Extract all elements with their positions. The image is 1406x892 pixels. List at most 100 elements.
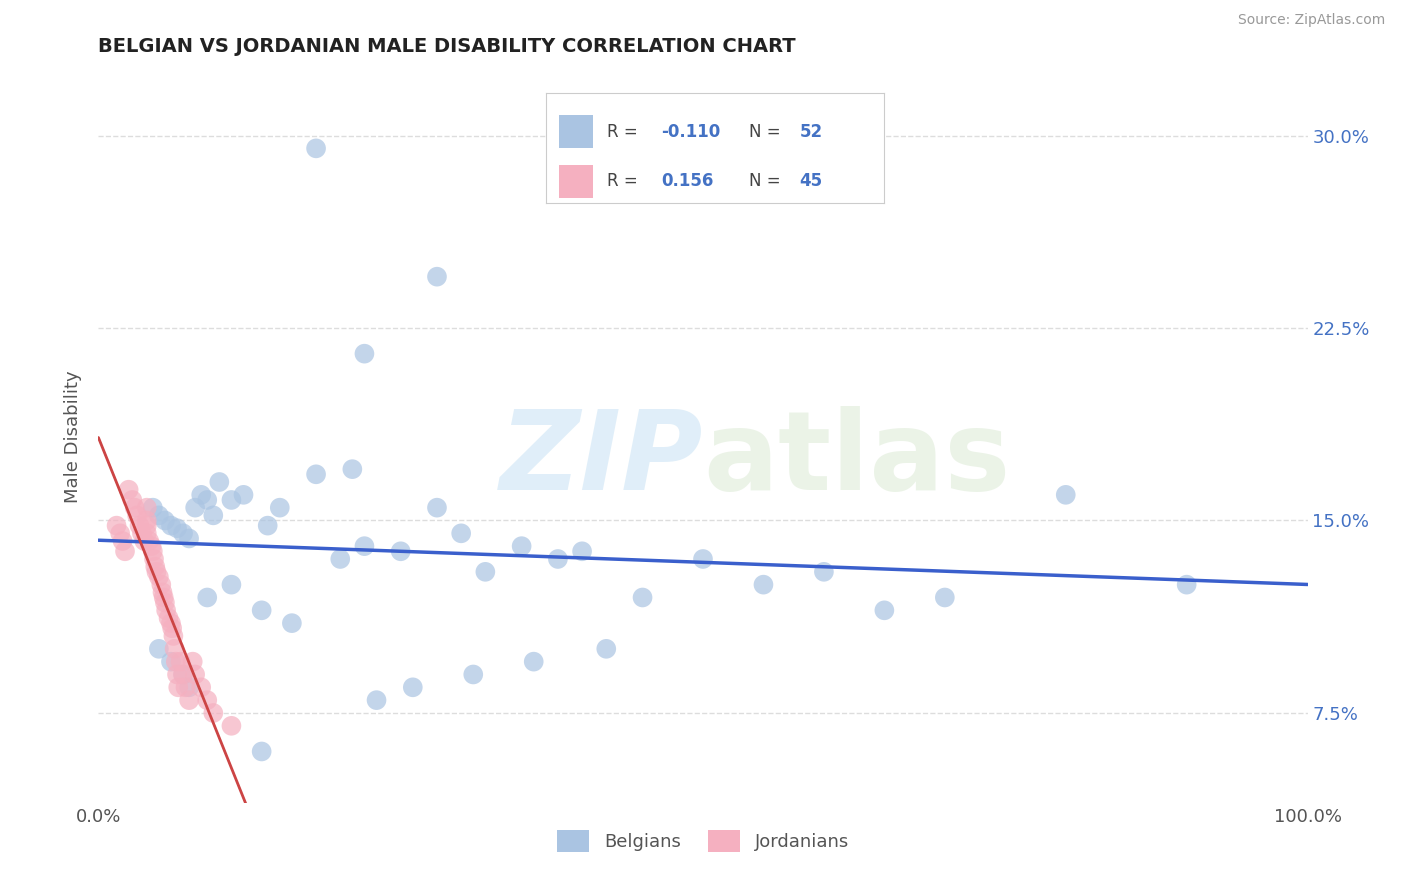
Point [160,518,183,533]
Point [155,603,177,617]
Point [163,641,186,656]
Text: BELGIAN VS JORDANIAN MALE DISABILITY CORRELATION CHART: BELGIAN VS JORDANIAN MALE DISABILITY COR… [98,37,796,56]
Point [305,467,328,482]
Point [179,693,201,707]
Point [353,539,375,553]
Text: Source: ZipAtlas.com: Source: ZipAtlas.com [1237,13,1385,28]
Point [250,603,273,617]
Point [934,591,956,605]
Point [174,681,197,695]
Point [692,552,714,566]
Point [134,534,156,549]
Point [142,500,165,515]
Point [208,475,231,489]
Point [402,681,425,695]
Point [124,500,146,515]
Point [162,629,184,643]
Point [202,706,225,720]
Point [631,591,654,605]
Point [221,577,243,591]
Text: ZIP: ZIP [499,406,703,513]
Legend: Belgians, Jordanians: Belgians, Jordanians [550,823,856,860]
Point [463,667,485,681]
Point [150,577,173,591]
Point [114,544,136,558]
Point [181,655,204,669]
Point [160,655,183,669]
Point [179,532,201,546]
Point [118,483,141,497]
Point [474,565,496,579]
Point [172,667,194,681]
Point [190,488,212,502]
Point [202,508,225,523]
Point [169,655,191,669]
Point [250,744,273,758]
Point [571,544,593,558]
Point [145,565,167,579]
Point [148,641,170,656]
Point [152,591,174,605]
Point [450,526,472,541]
Point [143,559,166,574]
Point [547,552,569,566]
Point [152,585,174,599]
Point [184,500,207,515]
Point [172,526,194,541]
Point [269,500,291,515]
Text: atlas: atlas [703,406,1011,513]
Point [595,641,617,656]
Point [281,616,304,631]
Point [131,526,153,541]
Point [195,693,218,707]
Point [160,621,183,635]
Point [135,500,157,515]
Point [153,514,176,528]
Point [157,611,180,625]
Point [160,616,183,631]
Point [166,667,188,681]
Point [232,488,254,502]
Point [179,681,201,695]
Point [342,462,364,476]
Point [153,596,176,610]
Point [165,655,187,669]
Point [523,655,546,669]
Point [135,518,157,533]
Point [121,492,143,507]
Point [256,518,278,533]
Point [221,719,243,733]
Point [366,693,388,707]
Point [142,544,165,558]
Point [353,346,375,360]
Point [128,518,150,533]
Point [329,552,352,566]
Point [127,508,149,523]
Point [1175,577,1198,591]
Point [111,534,134,549]
Point [190,681,212,695]
Point [873,603,896,617]
Point [195,492,218,507]
Point [108,526,131,541]
Point [105,518,128,533]
Point [184,667,207,681]
Point [141,539,163,553]
Point [389,544,412,558]
Point [135,514,157,528]
Point [1054,488,1077,502]
Point [138,534,160,549]
Point [813,565,835,579]
Point [135,526,157,541]
Point [167,681,190,695]
Point [172,667,194,681]
Y-axis label: Male Disability: Male Disability [65,371,83,503]
Point [221,492,243,507]
Point [305,141,328,155]
Point [166,521,188,535]
Point [143,552,166,566]
Point [510,539,533,553]
Point [148,570,170,584]
Point [426,269,449,284]
Point [148,508,170,523]
